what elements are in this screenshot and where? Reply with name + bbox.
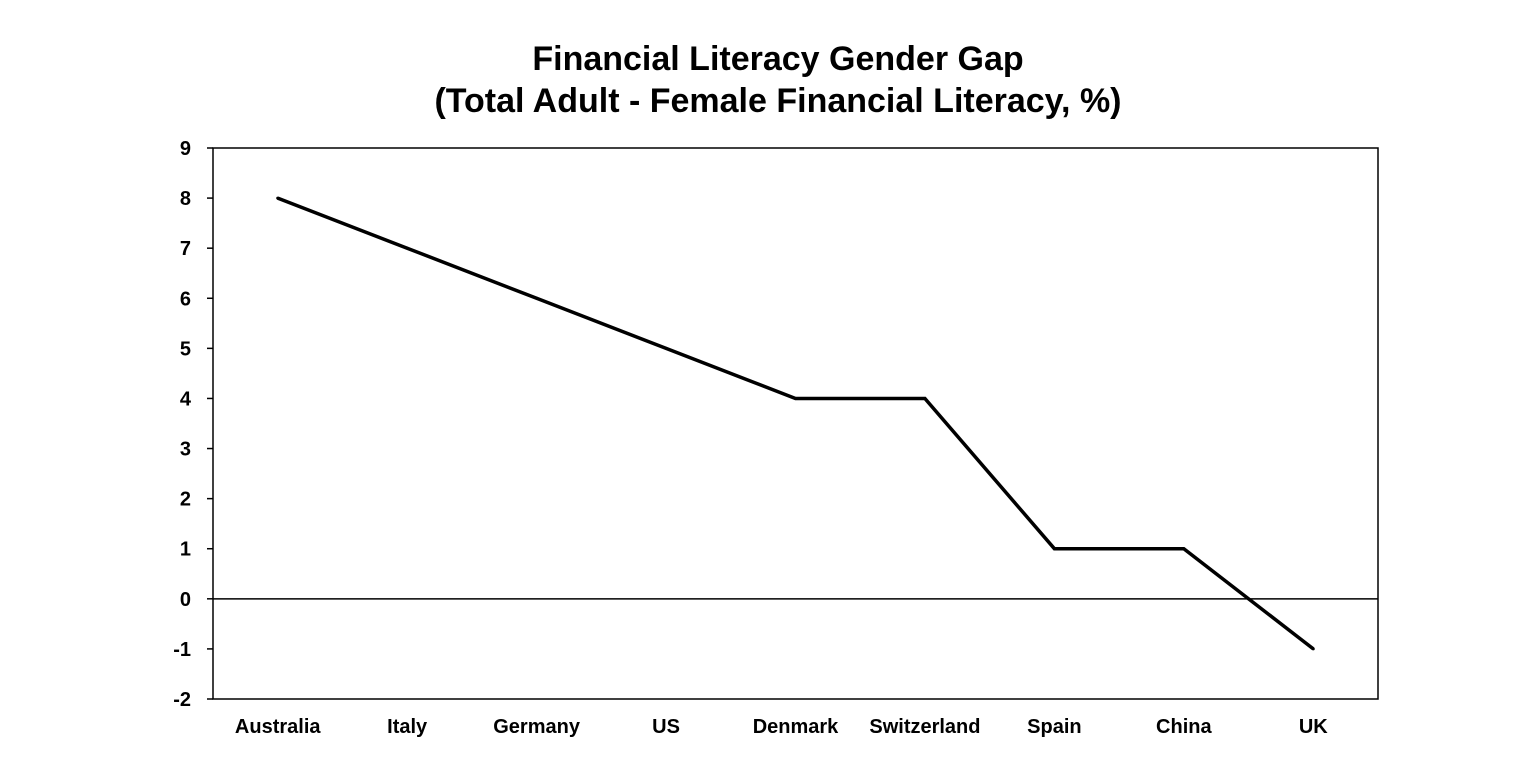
y-tick-label: 4 [180,388,192,410]
y-tick-label: -2 [173,689,191,711]
chart-subtitle: (Total Adult - Female Financial Literacy… [434,82,1122,120]
data-point-germany [535,296,539,300]
y-tick-label: 2 [180,489,191,511]
data-point-denmark [794,396,797,400]
y-tick-label: 5 [180,338,191,360]
data-point-uk [1311,647,1315,651]
series-line [277,196,1315,651]
x-tick-label: Australia [235,716,321,738]
y-tick-label: 1 [180,539,191,561]
y-axis: 9 8 7 6 5 4 3 2 1 0 -1 -2 [173,138,213,711]
x-tick-label: US [652,716,680,738]
chart-title-block: Financial Literacy Gender Gap (Total Adu… [0,38,1536,122]
y-tick-label: 9 [180,138,191,160]
data-point-australia [276,196,280,200]
y-tick-label: 3 [180,439,191,461]
data-point-china [1182,547,1186,551]
data-point-switzerland [923,396,927,400]
x-tick-label: Denmark [753,716,839,738]
y-tick-label: 7 [180,238,191,260]
x-tick-label: Italy [387,716,428,738]
x-tick-label: Spain [1027,716,1081,738]
x-tick-label: China [1156,716,1212,738]
series-points [276,196,1315,651]
chart-title: Financial Literacy Gender Gap [532,40,1024,78]
x-tick-label: Germany [493,716,581,738]
x-axis: Australia Italy Germany US Denmark Switzerlan… [235,716,1328,738]
y-tick-label: -1 [173,639,191,661]
data-point-italy [405,246,409,250]
y-tick-label: 6 [180,288,191,310]
x-tick-label: Switzerland [869,716,980,738]
y-tick-label: 8 [180,188,191,210]
plot-area-frame [212,147,1379,700]
x-tick-label: UK [1299,716,1328,738]
y-tick-label: 0 [180,589,191,611]
data-point-us [664,346,668,350]
data-point-spain [1052,547,1056,551]
